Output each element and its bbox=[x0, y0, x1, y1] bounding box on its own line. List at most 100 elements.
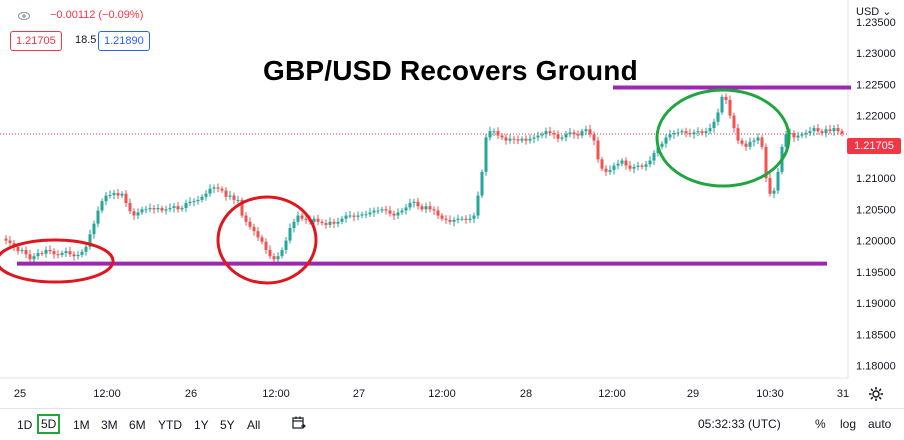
candle-body bbox=[76, 254, 80, 257]
candle-body bbox=[772, 190, 776, 194]
x-tick-label: 12:00 bbox=[428, 388, 456, 400]
candle-body bbox=[592, 134, 596, 141]
candle-body bbox=[20, 249, 24, 252]
candle-body bbox=[404, 207, 408, 211]
highlight-circle-top bbox=[655, 88, 791, 188]
candle-body bbox=[732, 115, 736, 129]
calendar-goto-icon[interactable] bbox=[292, 416, 306, 430]
candle-body bbox=[16, 246, 20, 252]
candle-body bbox=[156, 208, 160, 210]
candle-body bbox=[68, 251, 72, 255]
currency-selector[interactable]: USD ⌄ bbox=[856, 6, 892, 18]
candle-body bbox=[456, 218, 460, 220]
candle-body bbox=[524, 138, 528, 141]
candle-body bbox=[212, 187, 216, 189]
candle-body bbox=[284, 240, 288, 250]
candle-body bbox=[200, 196, 204, 200]
candle-body bbox=[812, 128, 816, 132]
x-tick-label: 26 bbox=[185, 388, 197, 400]
candle-body bbox=[740, 140, 744, 144]
candle-body bbox=[660, 143, 664, 147]
candle-body bbox=[228, 195, 232, 197]
price-change: −0.00112 (−0.09%) bbox=[50, 9, 144, 21]
y-tick-label: 1.23000 bbox=[856, 48, 896, 60]
candle-body bbox=[692, 132, 696, 135]
candle-body bbox=[376, 210, 380, 212]
range-5d[interactable]: 5D bbox=[37, 414, 61, 434]
candle-body bbox=[764, 146, 768, 179]
y-tick-label: 1.19500 bbox=[856, 267, 896, 279]
candle-body bbox=[60, 253, 64, 255]
candle-body bbox=[728, 99, 732, 116]
candle-body bbox=[196, 199, 200, 202]
candle-body bbox=[100, 201, 104, 211]
candle-body bbox=[128, 203, 132, 212]
log-scale-toggle[interactable]: log bbox=[840, 417, 857, 431]
candle-body bbox=[332, 221, 336, 224]
buy-price-button[interactable]: 1.21890 bbox=[98, 31, 150, 51]
x-tick-label: 28 bbox=[520, 388, 532, 400]
candle-body bbox=[248, 221, 252, 227]
candle-body bbox=[468, 218, 472, 220]
candle-body bbox=[476, 195, 480, 216]
candle-body bbox=[588, 129, 592, 135]
candle-body bbox=[724, 96, 728, 100]
y-tick-label: 1.22500 bbox=[856, 79, 896, 91]
x-tick-label: 10:30 bbox=[756, 388, 784, 400]
candle-body bbox=[628, 165, 632, 169]
range-5y[interactable]: 5Y bbox=[220, 418, 235, 432]
range-6m[interactable]: 6M bbox=[129, 418, 146, 432]
candle-body bbox=[500, 135, 504, 138]
candle-body bbox=[180, 208, 184, 210]
candle-body bbox=[712, 121, 716, 129]
candle-body bbox=[172, 206, 176, 209]
range-1d[interactable]: 1D bbox=[17, 418, 33, 432]
candle-body bbox=[480, 171, 484, 196]
y-tick-label: 1.18500 bbox=[856, 329, 896, 341]
candle-body bbox=[240, 199, 244, 216]
candle-body bbox=[424, 206, 428, 210]
range-1m[interactable]: 1M bbox=[73, 418, 90, 432]
candle-body bbox=[84, 246, 88, 252]
candle-body bbox=[756, 137, 760, 141]
x-tick-label: 12:00 bbox=[598, 388, 626, 400]
candle-body bbox=[132, 211, 136, 216]
candle-body bbox=[488, 131, 492, 138]
candle-body bbox=[548, 131, 552, 134]
range-3m[interactable]: 3M bbox=[101, 418, 118, 432]
range-all[interactable]: All bbox=[247, 418, 261, 432]
candle-body bbox=[260, 237, 264, 242]
candle-body bbox=[484, 137, 488, 172]
candle-body bbox=[644, 164, 648, 167]
candle-body bbox=[292, 221, 296, 229]
candle-body bbox=[572, 132, 576, 135]
candle-body bbox=[252, 226, 256, 232]
candle-body bbox=[4, 238, 8, 241]
percent-scale-toggle[interactable]: % bbox=[815, 417, 826, 431]
candle-body bbox=[348, 215, 352, 217]
settings-gear-icon[interactable] bbox=[868, 386, 884, 402]
candle-body bbox=[804, 133, 808, 135]
y-tick-label: 1.18000 bbox=[856, 361, 896, 373]
auto-scale-toggle[interactable]: auto bbox=[868, 417, 892, 431]
candle-body bbox=[276, 256, 280, 260]
y-tick-label: 1.21000 bbox=[856, 173, 896, 185]
price-chart[interactable]: 1.235001.230001.225001.220001.215001.210… bbox=[0, 0, 904, 408]
candle-body bbox=[444, 218, 448, 220]
candle-body bbox=[48, 249, 52, 252]
range-ytd[interactable]: YTD bbox=[158, 418, 182, 432]
candle-body bbox=[584, 129, 588, 132]
candle-body bbox=[116, 193, 120, 196]
sell-price-button[interactable]: 1.21705 bbox=[10, 31, 62, 51]
bottom-toolbar bbox=[0, 408, 904, 440]
candle-body bbox=[304, 218, 308, 220]
candle-body bbox=[516, 139, 520, 141]
candle-body bbox=[684, 131, 688, 134]
eye-icon[interactable] bbox=[18, 10, 30, 22]
candle-body bbox=[696, 131, 700, 133]
candle-body bbox=[24, 249, 28, 255]
candle-body bbox=[220, 188, 224, 191]
candle-body bbox=[612, 165, 616, 170]
candle-body bbox=[36, 253, 40, 257]
range-1y[interactable]: 1Y bbox=[194, 418, 209, 432]
